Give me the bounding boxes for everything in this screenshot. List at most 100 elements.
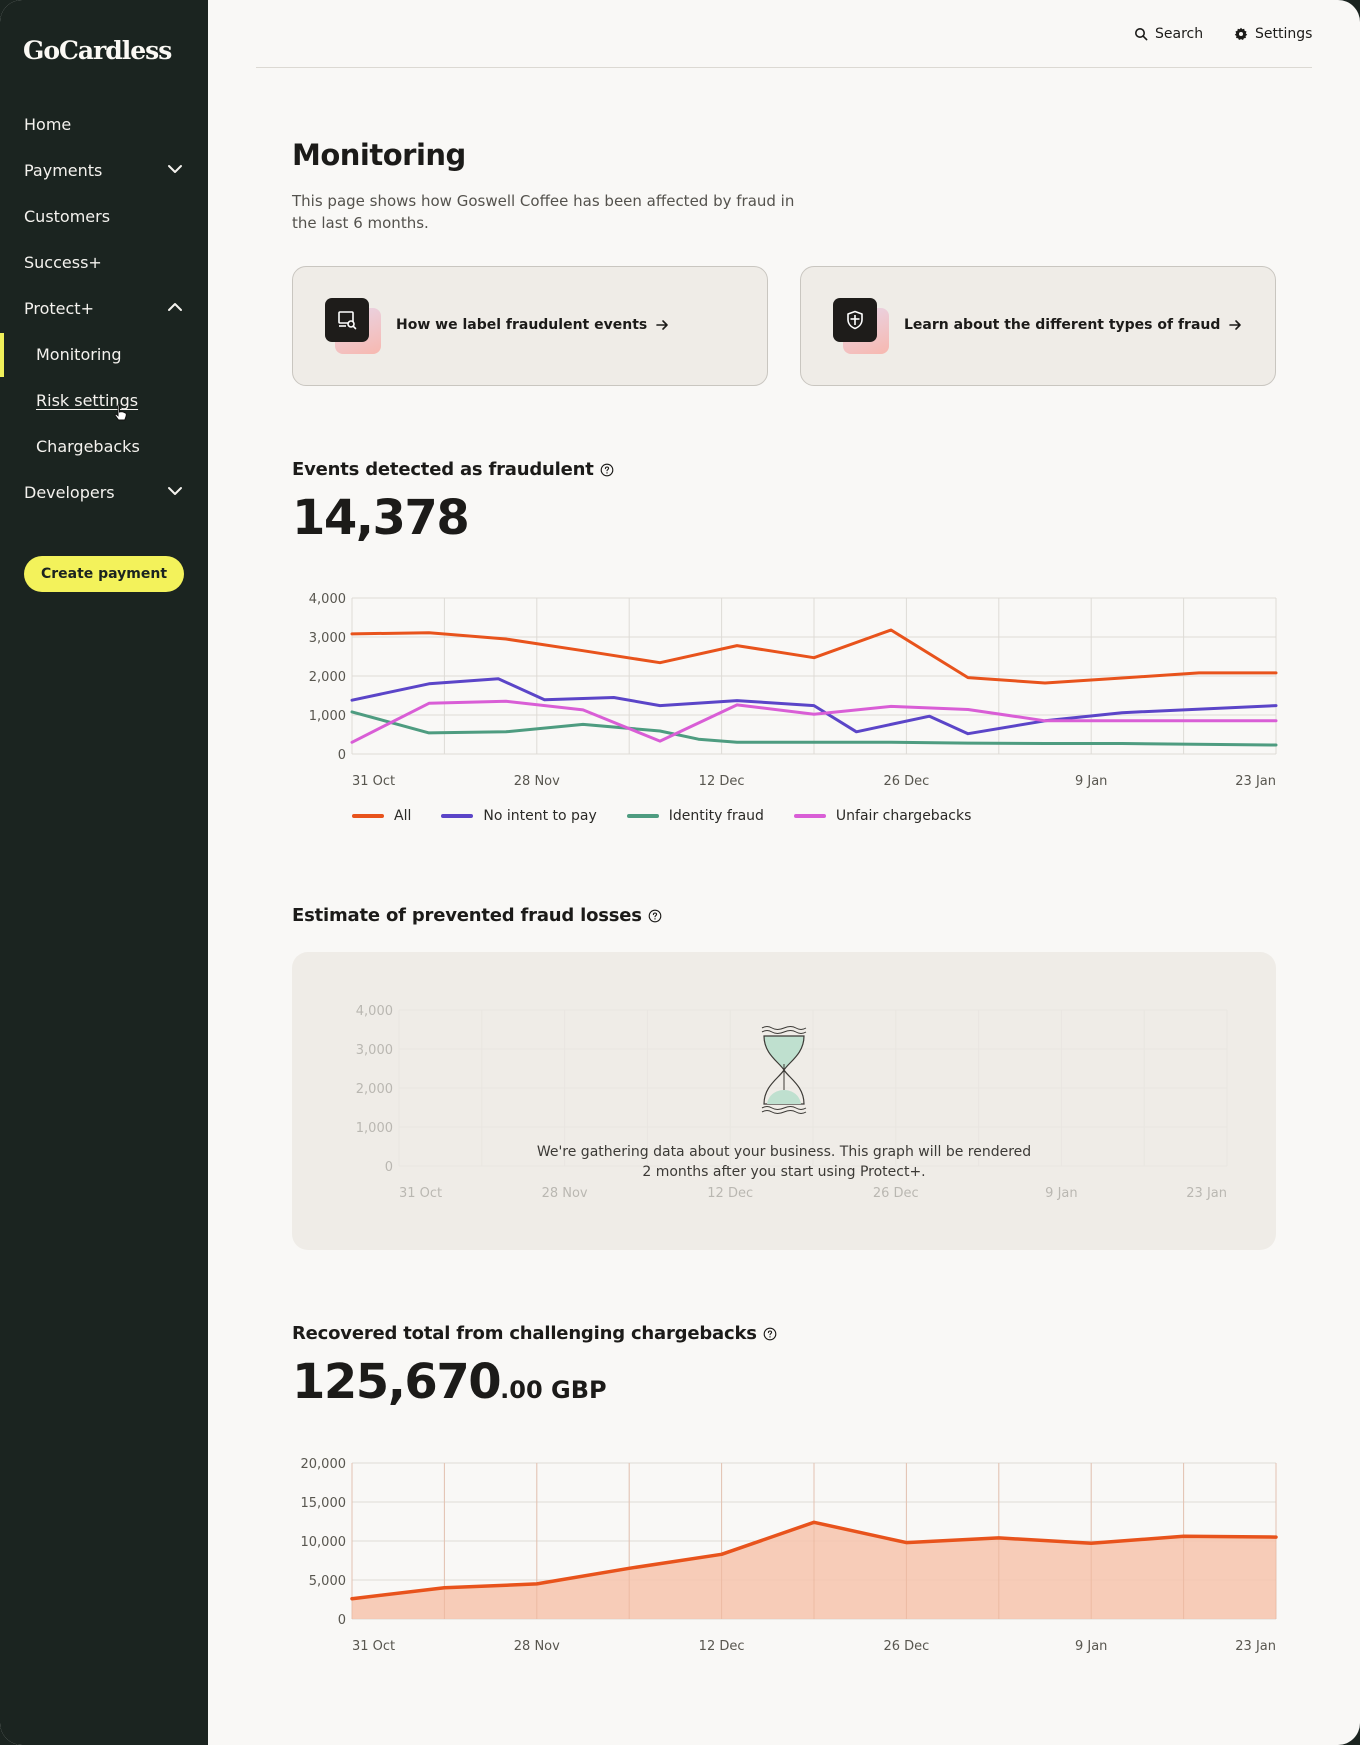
series-line-1 (350, 628, 1278, 685)
y-tick-label: 1,000 (356, 1121, 393, 1136)
x-tick-label: 31 Oct (399, 1186, 442, 1201)
x-tick-label: 31 Oct (352, 1639, 395, 1654)
receipt-search-icon (325, 298, 381, 354)
nav-monitoring[interactable]: Monitoring (36, 345, 122, 364)
x-tick-label: 9 Jan (1075, 1639, 1107, 1654)
y-tick-label: 5,000 (309, 1574, 346, 1589)
y-tick-label: 3,000 (356, 1043, 393, 1058)
arrow-right-icon (656, 320, 669, 330)
arrow-right-icon (1229, 320, 1242, 330)
chart-grid (398, 1009, 1228, 1167)
help-icon[interactable] (763, 1327, 777, 1341)
y-tick-label: 1,000 (309, 709, 346, 724)
page-description: This page shows how Goswell Coffee has b… (292, 192, 795, 232)
x-tick-label: 23 Jan (1186, 1186, 1227, 1201)
series-line-3 (350, 710, 1278, 747)
settings-button[interactable]: Settings (1234, 24, 1312, 44)
y-tick-label: 20,000 (301, 1457, 347, 1472)
nav-protect[interactable]: Protect+ (24, 299, 94, 318)
x-tick-label: 28 Nov (542, 1186, 588, 1201)
prevented-losses-title: Estimate of prevented fraud losses (292, 905, 662, 926)
chart-legend: All No intent to pay Identity fraud Unfa… (352, 808, 971, 824)
x-tick-label: 23 Jan (1235, 1639, 1276, 1654)
legend-item-unfair[interactable]: Unfair chargebacks (793, 808, 972, 824)
section-title-text: Estimate of prevented fraud losses (292, 905, 642, 926)
page-title: Monitoring (292, 138, 466, 172)
card-label: Learn about the different types of fraud (904, 317, 1221, 333)
y-tick-label: 2,000 (309, 670, 346, 685)
recovered-total-suffix: .00 GBP (500, 1376, 607, 1404)
section-title-text: Events detected as fraudulent (292, 459, 594, 480)
gocardless-logo[interactable]: GoCardless (23, 36, 172, 65)
placeholder-chart: 0 1,000 2,000 3,000 4,000 31 Oct 28 Nov 12 Dec 2… (356, 1004, 1228, 1201)
fraud-events-title: Events detected as fraudulent (292, 459, 614, 480)
fraud-labels-card[interactable]: How we label fraudulent events (292, 266, 768, 386)
settings-label: Settings (1255, 26, 1313, 42)
x-tick-label: 12 Dec (699, 774, 745, 789)
help-icon[interactable] (648, 909, 662, 923)
recovered-total: 125,670.00 GBP (292, 1354, 607, 1410)
legend-item-identity[interactable]: Identity fraud (626, 808, 764, 824)
legend-label: All (394, 808, 412, 824)
recovered-chart: 0 5,000 10,000 15,000 20,000 31 Oct 28 Nov 12 D… (301, 1457, 1278, 1654)
x-tick-label: 9 Jan (1075, 774, 1107, 789)
x-tick-label: 12 Dec (707, 1186, 753, 1201)
chevron-down-icon[interactable] (166, 482, 184, 500)
x-tick-label: 28 Nov (514, 774, 560, 789)
fraud-types-card[interactable]: Learn about the different types of fraud (800, 266, 1276, 386)
x-tick-label: 26 Dec (873, 1186, 919, 1201)
prevented-losses-placeholder: 0 1,000 2,000 3,000 4,000 31 Oct 28 Nov 12 Dec 2… (292, 952, 1276, 1250)
x-tick-label: 28 Nov (514, 1639, 560, 1654)
search-button[interactable]: Search (1134, 24, 1203, 44)
top-bar: Search Settings (256, 0, 1312, 68)
gear-icon (1234, 27, 1248, 40)
placeholder-message: We're gathering data about your business… (536, 1144, 1032, 1180)
search-label: Search (1155, 26, 1204, 42)
series-line-4 (350, 699, 1278, 744)
x-tick-label: 26 Dec (883, 774, 929, 789)
shield-icon (833, 298, 889, 354)
y-tick-label: 0 (385, 1160, 393, 1175)
legend-label: Unfair chargebacks (835, 808, 972, 824)
sidebar: GoCardless Home Payments Customers Succe… (0, 0, 208, 1745)
nav-payments[interactable]: Payments (24, 161, 103, 180)
section-title-text: Recovered total from challenging chargeb… (292, 1323, 757, 1344)
chevron-down-icon[interactable] (166, 160, 184, 178)
nav-developers[interactable]: Developers (24, 483, 115, 502)
y-tick-label: 3,000 (309, 631, 346, 646)
recovered-total-main: 125,670 (292, 1354, 502, 1410)
y-tick-label: 2,000 (356, 1082, 393, 1097)
y-tick-label: 15,000 (301, 1496, 347, 1511)
search-icon (1135, 28, 1148, 41)
nav-chargebacks[interactable]: Chargebacks (36, 437, 140, 456)
help-icon[interactable] (600, 463, 614, 477)
nav-customers[interactable]: Customers (24, 207, 111, 226)
card-label: How we label fraudulent events (396, 317, 648, 333)
x-tick-label: 23 Jan (1235, 774, 1276, 789)
fraud-events-total: 14,378 (292, 490, 470, 546)
series-line-recovered (350, 1520, 1278, 1601)
legend-item-all[interactable]: All (352, 808, 411, 824)
nav-success[interactable]: Success+ (24, 253, 102, 272)
nav-risk-settings[interactable]: Risk settings (36, 391, 139, 410)
legend-label: No intent to pay (483, 808, 597, 824)
nav-home[interactable]: Home (24, 115, 72, 134)
active-indicator (0, 333, 4, 377)
recovered-title: Recovered total from challenging chargeb… (292, 1323, 777, 1344)
y-tick-label: 10,000 (301, 1535, 347, 1550)
fraud-events-chart: 0 1,000 2,000 3,000 4,000 31 Oct 28 Nov 12 Dec 2… (309, 592, 1278, 789)
x-tick-label: 31 Oct (352, 774, 395, 789)
legend-label: Identity fraud (668, 808, 764, 824)
x-tick-label: 9 Jan (1045, 1186, 1077, 1201)
y-tick-label: 0 (338, 1613, 346, 1628)
legend-item-no-intent[interactable]: No intent to pay (441, 808, 597, 824)
y-tick-label: 4,000 (309, 592, 346, 607)
x-tick-label: 26 Dec (883, 1639, 929, 1654)
hourglass-icon (759, 1024, 809, 1116)
create-payment-button[interactable]: Create payment (24, 556, 184, 592)
pointer-cursor-icon (113, 404, 129, 422)
chevron-up-icon[interactable] (166, 298, 184, 316)
series-line-2 (350, 677, 1278, 736)
y-tick-label: 0 (338, 748, 346, 763)
